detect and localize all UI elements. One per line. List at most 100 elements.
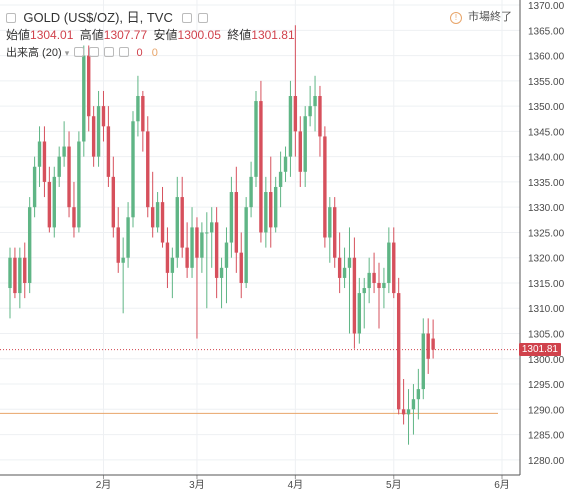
y-tick-label: 1285.00: [528, 431, 565, 442]
candle-body: [47, 181, 52, 228]
candle-body: [27, 207, 32, 283]
candle: [372, 252, 376, 294]
candle-body: [77, 141, 81, 228]
candle: [96, 90, 101, 167]
candle: [214, 207, 219, 299]
candle-body: [87, 55, 91, 117]
candle-body: [342, 267, 347, 278]
y-tick-label: 1345.00: [528, 127, 565, 138]
candle: [337, 232, 342, 294]
y-tick-label: 1355.00: [528, 77, 565, 88]
candle-body: [190, 227, 194, 268]
candle-body: [150, 207, 155, 228]
candle: [205, 212, 209, 309]
candle-body: [259, 101, 263, 233]
candle: [67, 131, 71, 218]
candle: [382, 267, 386, 309]
y-tick-label: 1365.00: [528, 26, 565, 37]
low-value: 1300.05: [177, 28, 221, 42]
candle-body: [229, 192, 234, 243]
candle-body: [67, 146, 71, 208]
candle-body: [18, 257, 22, 294]
candle: [411, 384, 416, 435]
candle: [264, 176, 268, 248]
candle: [136, 75, 140, 137]
candle-body: [180, 197, 184, 248]
candle-body: [214, 222, 219, 278]
candle: [244, 197, 248, 289]
candle: [13, 247, 17, 299]
candle: [288, 80, 293, 177]
candle: [406, 389, 411, 445]
candle-body: [357, 293, 362, 334]
add-icon[interactable]: [104, 47, 115, 58]
candle: [387, 227, 391, 294]
candle: [126, 202, 130, 268]
settings-icon[interactable]: [89, 47, 100, 58]
collapse-icon[interactable]: [6, 12, 16, 23]
x-tick-label: 2月: [96, 479, 112, 491]
candle-body: [82, 55, 86, 142]
candle: [57, 146, 61, 187]
candle: [431, 319, 435, 359]
candle: [8, 247, 12, 319]
candle-body: [96, 106, 101, 157]
x-tick-label: 4月: [288, 479, 304, 491]
candle: [259, 80, 263, 243]
candle-body: [352, 257, 357, 334]
candle: [175, 176, 179, 268]
candle: [18, 247, 22, 309]
candle: [91, 106, 96, 167]
visibility-icon[interactable]: [74, 47, 85, 58]
candle-body: [308, 106, 312, 117]
y-tick-label: 1295.00: [528, 380, 565, 391]
candle: [160, 186, 165, 248]
candle-body: [200, 232, 204, 258]
candle: [101, 90, 106, 142]
candle-body: [37, 141, 42, 167]
candle-body: [244, 207, 248, 283]
y-tick-label: 1315.00: [528, 279, 565, 290]
candle: [357, 277, 362, 344]
candle: [313, 75, 317, 132]
candle-body: [293, 96, 298, 132]
candle-body: [313, 96, 317, 107]
candle: [333, 197, 337, 268]
candle-body: [421, 333, 425, 390]
candle: [328, 197, 332, 263]
last-price-badge: 1301.81: [518, 342, 561, 356]
candle: [200, 222, 204, 273]
candle: [52, 166, 56, 238]
candle-body: [401, 409, 406, 415]
candle-body: [116, 227, 120, 263]
y-tick-label: 1370.00: [528, 1, 565, 12]
candle-body: [42, 141, 47, 182]
candle-body: [224, 242, 229, 268]
gear-icon[interactable]: [197, 12, 208, 23]
candle: [82, 45, 86, 157]
candle-body: [57, 156, 61, 177]
candle: [87, 45, 91, 132]
close-icon[interactable]: [119, 47, 130, 58]
candle-body: [396, 293, 401, 410]
candle-body: [333, 207, 337, 258]
candle-body: [377, 282, 381, 289]
candle: [150, 171, 155, 238]
candle-body: [126, 217, 130, 258]
candle: [37, 126, 42, 187]
settings-icon[interactable]: [182, 12, 193, 23]
candle: [32, 156, 37, 218]
candle-body: [382, 282, 386, 289]
candle: [347, 227, 352, 334]
x-tick-label: 5月: [386, 479, 402, 491]
candle: [293, 25, 298, 157]
candle: [155, 192, 160, 233]
candle: [77, 131, 81, 233]
candle-body: [52, 176, 56, 228]
candle: [401, 378, 406, 425]
candle: [283, 146, 288, 182]
chevron-down-icon[interactable]: ▾: [64, 48, 70, 58]
candle-body: [8, 257, 12, 289]
